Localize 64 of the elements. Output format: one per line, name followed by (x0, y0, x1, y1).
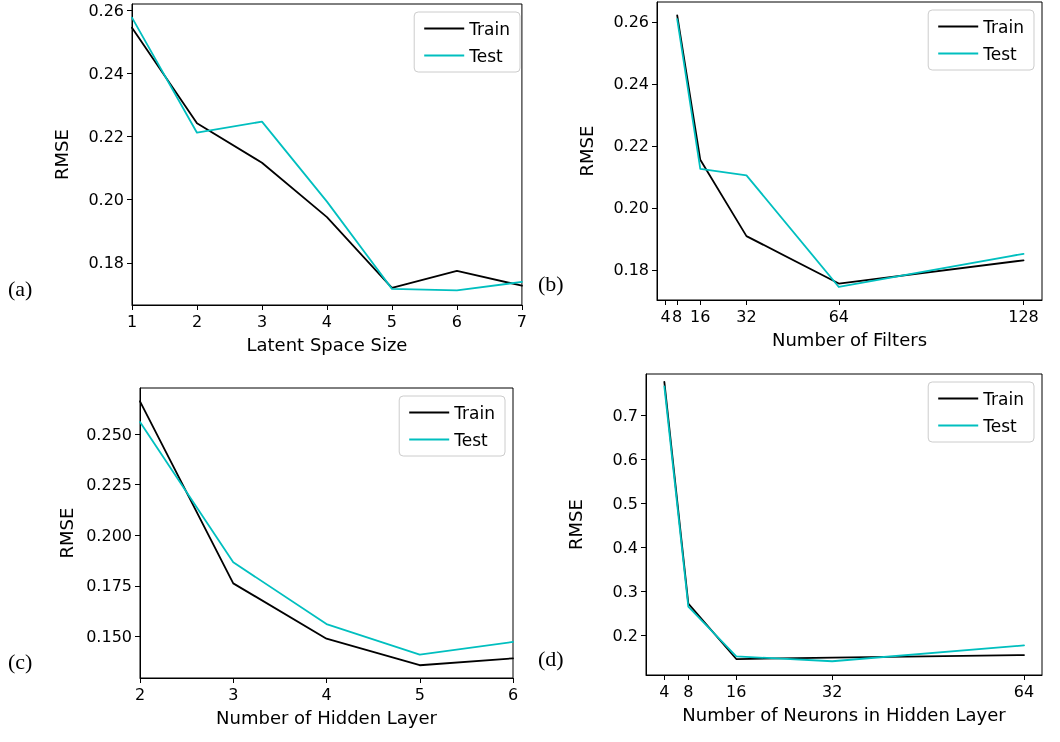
legend-label: Test (982, 43, 1018, 64)
x-tick-label: 6 (451, 311, 463, 331)
y-tick-label: 0.7 (612, 405, 638, 425)
x-tick-label: 32 (822, 681, 843, 701)
x-tick-label: 3 (228, 684, 239, 704)
legend-label: Train (468, 18, 511, 39)
x-tick-label: 64 (1013, 681, 1035, 701)
x-tick-label: 32 (736, 306, 757, 326)
y-tick-label: 0.22 (613, 136, 649, 156)
y-tick-label: 0.200 (86, 525, 132, 545)
x-tick-label: 2 (191, 311, 203, 331)
x-tick-label: 6 (507, 684, 519, 704)
y-tick-label: 0.26 (613, 12, 649, 32)
y-tick-label: 0.24 (613, 74, 649, 94)
x-tick-label: 3 (256, 311, 268, 331)
x-tick-label: 4 (660, 306, 671, 326)
y-tick-label: 0.26 (88, 0, 124, 20)
x-tick-label: 1 (126, 311, 138, 331)
y-axis-title: RMSE (575, 125, 597, 177)
legend-label: Test (453, 429, 489, 450)
y-tick-label: 0.18 (613, 260, 649, 280)
legend-label: Train (453, 402, 496, 423)
y-axis-title: RMSE (564, 499, 586, 550)
y-tick-label: 0.3 (612, 581, 638, 601)
y-tick-label: 0.24 (88, 63, 124, 83)
y-tick-label: 0.20 (88, 190, 124, 210)
legend-label: Test (468, 45, 504, 66)
legend-label: Train (982, 388, 1025, 409)
y-axis-title: RMSE (50, 129, 72, 180)
x-tick-label: 16 (690, 306, 711, 326)
y-tick-label: 0.150 (86, 627, 132, 647)
x-tick-label: 5 (414, 684, 425, 704)
x-tick-label: 5 (386, 311, 398, 331)
y-tick-label: 0.175 (86, 576, 132, 596)
x-tick-label: 4 (321, 311, 333, 331)
x-tick-label: 2 (134, 684, 146, 704)
x-tick-label: 64 (828, 306, 849, 326)
x-tick-label: 8 (683, 681, 694, 701)
y-tick-label: 0.4 (612, 537, 638, 557)
legend-label: Test (982, 415, 1018, 436)
y-tick-label: 0.20 (613, 198, 649, 218)
x-axis-title: Number of Filters (771, 328, 928, 350)
legend-label: Train (982, 16, 1025, 37)
x-axis-title: Number of Hidden Layer (216, 706, 438, 728)
x-tick-label: 128 (1008, 306, 1039, 326)
y-tick-label: 0.250 (86, 424, 132, 444)
text: (d) (538, 645, 564, 671)
x-axis-title: Number of Neurons in Hidden Layer (682, 703, 1007, 725)
y-tick-label: 0.18 (88, 253, 124, 273)
y-axis-title: RMSE (55, 507, 77, 559)
x-tick-label: 4 (659, 681, 670, 701)
x-tick-label: 16 (726, 681, 747, 701)
y-tick-label: 0.225 (86, 475, 132, 495)
x-axis-title: Latent Space Size (246, 333, 408, 355)
text: (c) (8, 648, 33, 674)
x-tick-label: 7 (516, 311, 527, 331)
text: (a) (8, 275, 33, 301)
x-tick-label: 8 (672, 306, 683, 326)
x-tick-label: 4 (321, 684, 332, 704)
y-tick-label: 0.22 (88, 126, 124, 146)
text: (b) (538, 270, 564, 296)
y-tick-label: 0.5 (612, 493, 638, 513)
y-tick-label: 0.6 (612, 449, 638, 469)
y-tick-label: 0.2 (612, 625, 638, 645)
